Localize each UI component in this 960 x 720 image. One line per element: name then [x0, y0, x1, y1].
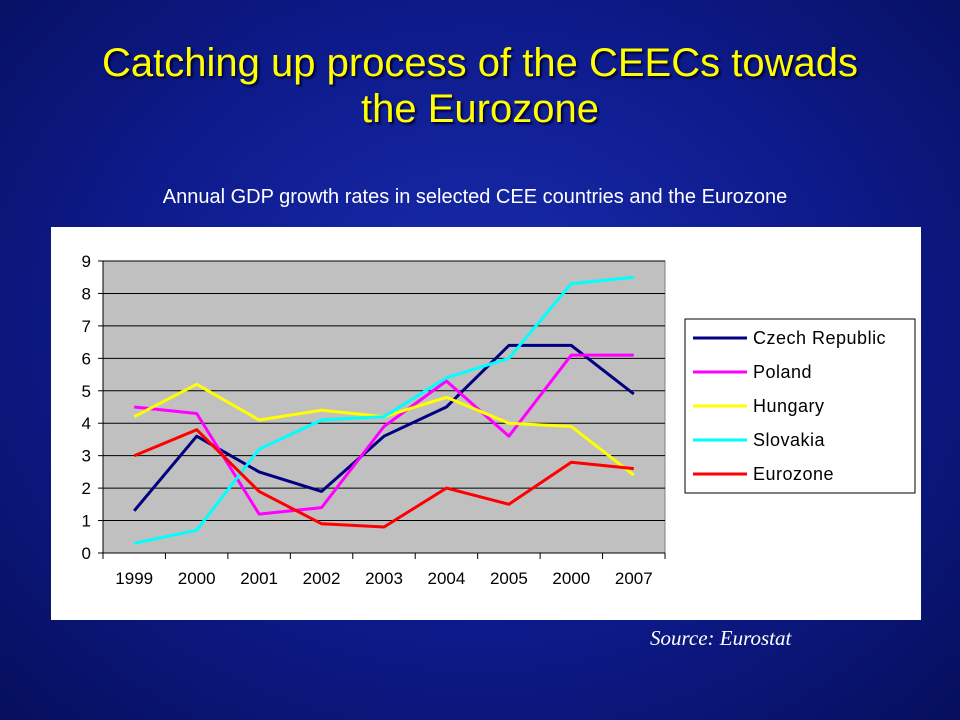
series-line-eurozone — [133, 428, 634, 529]
chart-subtitle: Annual GDP growth rates in selected CEE … — [162, 186, 788, 208]
y-tick-label: 3 — [82, 447, 91, 466]
x-tick-label: 2004 — [428, 569, 466, 588]
gridlines — [103, 260, 665, 522]
series-lines — [133, 275, 635, 545]
y-tick-label: 5 — [82, 382, 91, 401]
legend-label: Slovakia — [753, 430, 826, 450]
y-axis-ticks: 0 1 2 3 4 5 6 7 8 9 — [82, 252, 103, 563]
legend: Czech Republic Poland Hungary Slovakia Euroz… — [684, 318, 916, 494]
legend-label: Poland — [753, 362, 812, 382]
y-tick-label: 4 — [82, 414, 91, 433]
y-tick-label: 2 — [82, 479, 91, 498]
y-tick-label: 0 — [82, 544, 91, 563]
y-tick-label: 9 — [82, 252, 91, 271]
x-tick-label: 2007 — [615, 569, 653, 588]
x-axis-ticks: 1999 2000 2001 2002 2003 2004 2005 2000 2007 — [102, 553, 666, 588]
x-tick-label: 1999 — [115, 569, 153, 588]
slide-title-line-2: the Eurozone — [361, 87, 599, 131]
y-tick-label: 8 — [82, 284, 91, 303]
legend-label: Eurozone — [753, 464, 834, 484]
legend-label: Czech Republic — [753, 328, 886, 348]
y-tick-label: 6 — [82, 349, 91, 368]
y-tick-label: 1 — [82, 512, 91, 531]
x-tick-label: 2000 — [178, 569, 216, 588]
y-tick-label: 7 — [82, 317, 91, 336]
x-tick-label: 2001 — [240, 569, 278, 588]
chart-area: 0 1 2 3 4 5 6 7 8 9 1999 2000 2001 2002 2003 2004 2005 2… — [51, 227, 921, 620]
slide-title-line-1: Catching up process of the CEECs towads — [102, 41, 858, 85]
plot-area — [102, 260, 666, 554]
x-tick-label: 2002 — [303, 569, 341, 588]
x-tick-label: 2003 — [365, 569, 403, 588]
x-tick-label: 2005 — [490, 569, 528, 588]
x-tick-label: 2000 — [552, 569, 590, 588]
source-note: Source: Eurostat — [650, 626, 792, 650]
axes — [102, 261, 665, 554]
slide-title: Catching up process of the CEECs towads … — [40, 40, 920, 132]
series-line-slovakia — [133, 275, 634, 545]
legend-label: Hungary — [753, 396, 825, 416]
series-line-poland — [134, 353, 634, 516]
gdp-line-chart: 0 1 2 3 4 5 6 7 8 9 1999 2000 2001 2002 2003 2004 2005 2… — [82, 252, 916, 588]
